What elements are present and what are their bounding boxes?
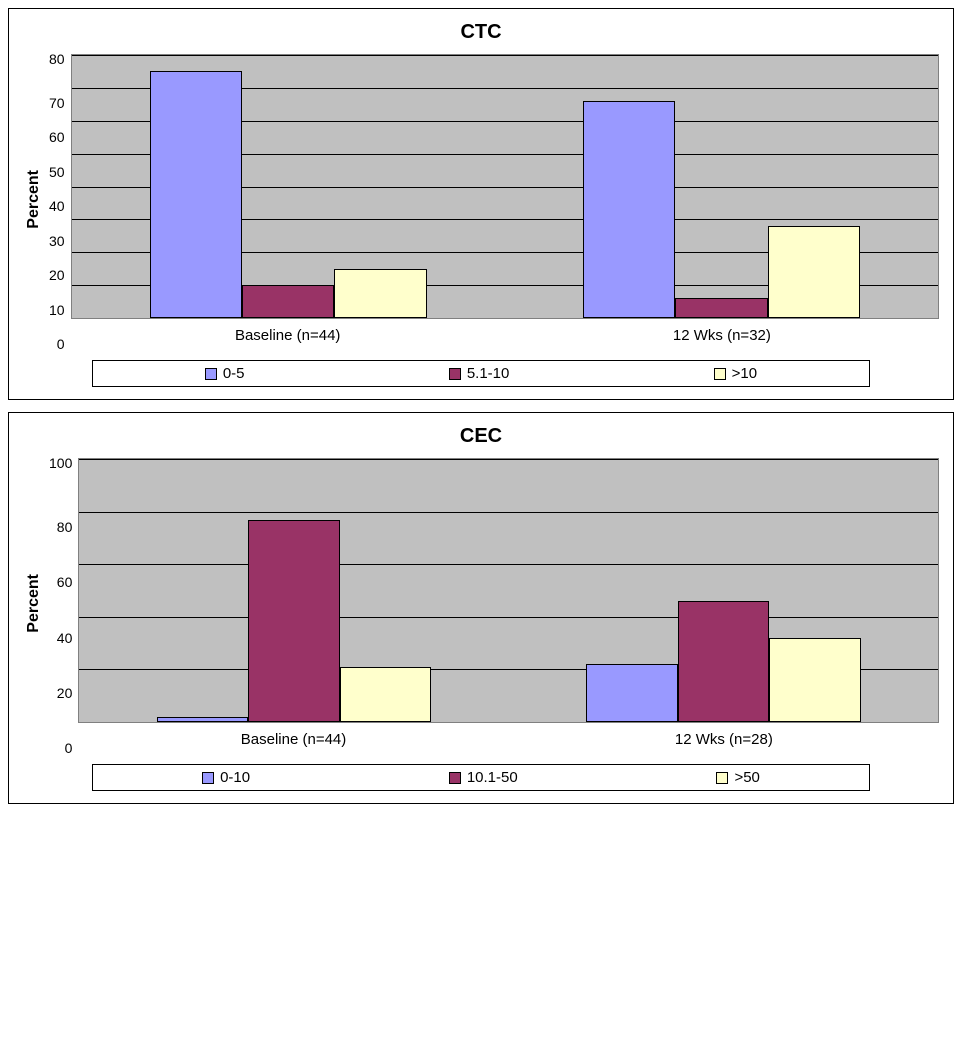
cec-x-labels: Baseline (n=44)12 Wks (n=28) [78,731,939,748]
cec-plot-area [78,458,939,723]
cec-y-axis-label: Percent [23,574,45,633]
ctc-x-labels: Baseline (n=44)12 Wks (n=32) [71,327,939,344]
ctc-legend: 0-5 5.1-10 >10 [92,360,871,387]
y-tick-label: 20 [57,686,73,700]
y-tick-label: 50 [49,165,65,179]
ctc-group-0 [72,55,505,318]
cec-plot-wrap: Baseline (n=44)12 Wks (n=28) [78,458,939,748]
legend-label: 5.1-10 [467,365,510,382]
ctc-y-ticks: 80706050403020100 [45,54,71,344]
y-tick-label: 80 [49,52,65,66]
y-tick-label: 10 [49,303,65,317]
legend-label: 10.1-50 [467,769,518,786]
ctc-bar [675,298,767,318]
cec-chart-title: CEC [23,425,939,448]
y-tick-label: 40 [57,631,73,645]
legend-item: 0-5 [205,365,245,382]
legend-item: >10 [714,365,757,382]
ctc-plot-wrap: Baseline (n=44)12 Wks (n=32) [71,54,939,344]
legend-swatch [449,772,461,784]
ctc-bar [768,226,860,318]
ctc-chart-box: Percent80706050403020100Baseline (n=44)1… [23,54,939,344]
ctc-y-axis-label: Percent [23,170,45,229]
x-category-label: 12 Wks (n=28) [509,731,939,748]
cec-bar [586,664,678,722]
ctc-group-1 [505,55,938,318]
ctc-bar-groups [72,55,938,318]
legend-swatch [449,368,461,380]
cec-bar [157,717,249,722]
cec-y-ticks: 100806040200 [45,458,78,748]
ctc-chart-panel: CTC Percent 80 70 60 50 40 30 20 10 0 Baseline (n=4… [8,8,954,400]
y-tick-label: 0 [65,741,73,755]
ctc-bar [583,101,675,318]
x-category-label: 12 Wks (n=32) [505,327,939,344]
cec-group-1 [509,459,938,722]
legend-swatch [714,368,726,380]
y-tick-label: 80 [57,520,73,534]
legend-swatch [202,772,214,784]
ctc-bar [334,269,426,318]
legend-swatch [205,368,217,380]
cec-chart-box: Percent100806040200Baseline (n=44)12 Wks… [23,458,939,748]
ctc-bar [150,71,242,318]
y-tick-label: 70 [49,96,65,110]
cec-legend: 0-10 10.1-50 >50 [92,764,871,791]
ctc-bar [242,285,334,318]
y-tick-label: 100 [49,456,72,470]
legend-item: 10.1-50 [449,769,518,786]
cec-group-0 [79,459,508,722]
legend-item: 5.1-10 [449,365,510,382]
legend-item: 0-10 [202,769,250,786]
y-tick-label: 60 [49,130,65,144]
cec-chart-panel: CEC Percent 100 80 60 40 20 0 Baseline (n=44)12 … [8,412,954,804]
legend-label: 0-10 [220,769,250,786]
cec-bar [248,520,340,723]
legend-label: >50 [734,769,759,786]
x-category-label: Baseline (n=44) [78,731,508,748]
y-tick-label: 20 [49,268,65,282]
ctc-plot-area [71,54,939,319]
ctc-chart-title: CTC [23,21,939,44]
legend-swatch [716,772,728,784]
legend-item: >50 [716,769,759,786]
y-tick-label: 60 [57,575,73,589]
legend-label: 0-5 [223,365,245,382]
cec-bar [769,638,861,722]
x-category-label: Baseline (n=44) [71,327,505,344]
y-tick-label: 0 [57,337,65,351]
cec-bar [340,667,432,722]
legend-label: >10 [732,365,757,382]
y-tick-label: 30 [49,234,65,248]
cec-bar-groups [79,459,938,722]
cec-bar [678,601,770,722]
y-tick-label: 40 [49,199,65,213]
